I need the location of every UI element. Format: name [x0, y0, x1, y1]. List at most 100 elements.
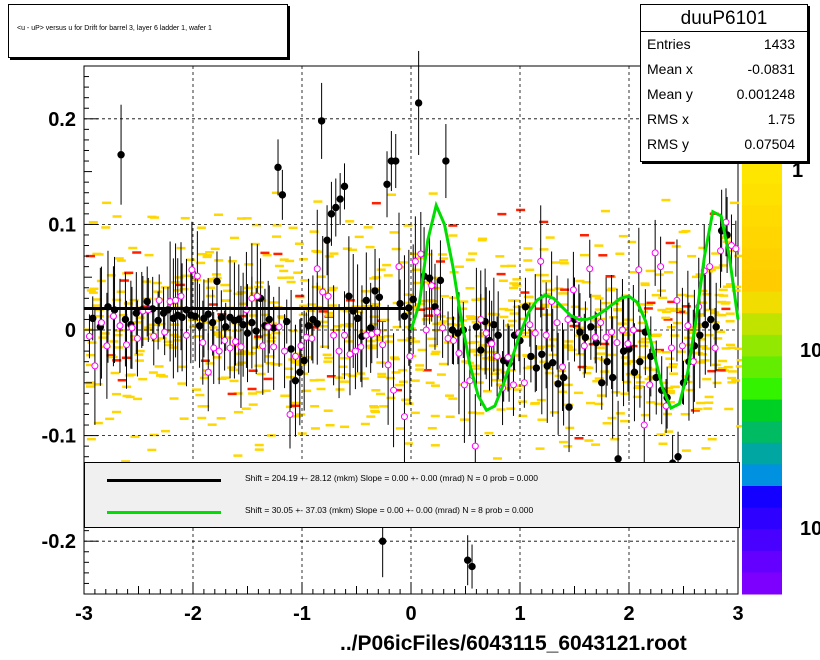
fit-legend: Shift = 204.19 +- 28.12 (mkm) Slope = 0.… [84, 462, 740, 528]
histogram-cell [398, 368, 408, 372]
histogram-cell [404, 442, 414, 445]
histogram-cell [554, 374, 564, 378]
black-data-point [117, 151, 125, 159]
histogram-cell [727, 376, 737, 380]
histogram-cell [274, 264, 284, 268]
histogram-cell [701, 347, 711, 350]
black-data-point [366, 324, 375, 332]
histogram-cell [507, 319, 517, 323]
histogram-cell [88, 291, 98, 294]
histogram-cell [696, 325, 706, 328]
histogram-cell [112, 215, 122, 218]
histogram-cell [724, 407, 734, 411]
open-data-point [602, 333, 610, 341]
colorbar-segment [742, 399, 782, 422]
histogram-cell [565, 426, 575, 430]
histogram-cell [229, 368, 239, 372]
histogram-cell [427, 337, 437, 341]
histogram-cell [411, 268, 421, 272]
histogram-cell [298, 313, 308, 317]
histogram-cell [584, 366, 594, 370]
black-data-point [712, 323, 720, 331]
histogram-cell [403, 224, 413, 227]
histogram-cell [157, 337, 167, 340]
histogram-title: <u - uP> versus u for Drift for barrel 3… [17, 25, 212, 32]
histogram-cell [645, 269, 655, 273]
histogram-cell [371, 389, 381, 392]
histogram-cell [664, 386, 674, 390]
histogram-cell [484, 344, 494, 347]
stats-value: -0.0831 [747, 61, 795, 77]
histogram-cell [611, 391, 621, 394]
open-data-point [253, 292, 261, 300]
histogram-cell [277, 316, 287, 319]
histogram-cell [307, 303, 317, 306]
histogram-cell [470, 348, 480, 352]
histogram-cell [606, 288, 616, 292]
histogram-cell [431, 350, 441, 354]
black-data-point [332, 203, 340, 212]
histogram-cell [468, 252, 478, 255]
histogram-cell [696, 401, 706, 405]
histogram-cell [86, 289, 96, 292]
histogram-cell [518, 400, 528, 403]
file-path-footer: ../P06icFiles/6043115_6043121.root [340, 632, 687, 655]
histogram-cell [313, 200, 323, 203]
histogram-cell [731, 289, 741, 292]
histogram-cell [474, 381, 484, 384]
histogram-cell [594, 308, 604, 311]
histogram-cell [594, 297, 604, 300]
histogram-cell [316, 275, 326, 278]
colorbar-segment [742, 270, 782, 293]
histogram-cell [213, 333, 223, 337]
open-data-point [635, 266, 643, 274]
histogram-cell [512, 278, 522, 281]
histogram-cell [516, 384, 526, 387]
histogram-cell [291, 414, 301, 418]
histogram-cell [250, 242, 260, 246]
histogram-cell [722, 285, 732, 288]
histogram-cell [579, 253, 589, 257]
histogram-cell [340, 380, 350, 383]
histogram-cell [327, 288, 337, 292]
histogram-cell [516, 208, 526, 212]
open-data-point [97, 319, 105, 327]
histogram-cell [154, 365, 164, 368]
histogram-cell [509, 286, 519, 290]
histogram-cell [216, 417, 226, 420]
histogram-cell [500, 264, 510, 268]
black-data-point [494, 331, 502, 339]
histogram-cell [458, 307, 468, 310]
histogram-cell [277, 276, 287, 280]
histogram-cell [454, 265, 464, 268]
histogram-cell [214, 259, 224, 262]
histogram-cell [245, 352, 255, 355]
histogram-cell [369, 315, 379, 318]
histogram-cell [370, 409, 380, 413]
histogram-cell [130, 335, 140, 338]
histogram-cell [530, 402, 540, 405]
histogram-cell [192, 278, 202, 282]
histogram-cell [229, 236, 239, 240]
histogram-cell [85, 363, 95, 367]
histogram-cell [212, 356, 222, 359]
histogram-cell [391, 371, 401, 374]
black-data-point [527, 352, 535, 361]
histogram-cell [523, 247, 533, 250]
histogram-cell [354, 310, 364, 314]
histogram-cell [448, 234, 458, 237]
histogram-cell [718, 264, 728, 267]
y-tick-label: -0.2 [42, 531, 76, 553]
histogram-cell [213, 331, 223, 334]
black-data-point [608, 373, 617, 382]
histogram-cell [147, 448, 157, 452]
histogram-cell [676, 310, 686, 314]
open-data-point [618, 326, 626, 334]
open-data-point [586, 265, 594, 273]
fit-curve-green [409, 200, 740, 413]
open-data-point [91, 362, 99, 370]
open-data-point [629, 326, 637, 334]
histogram-cell [667, 300, 677, 304]
histogram-cell [320, 345, 330, 348]
histogram-cell [101, 226, 111, 229]
